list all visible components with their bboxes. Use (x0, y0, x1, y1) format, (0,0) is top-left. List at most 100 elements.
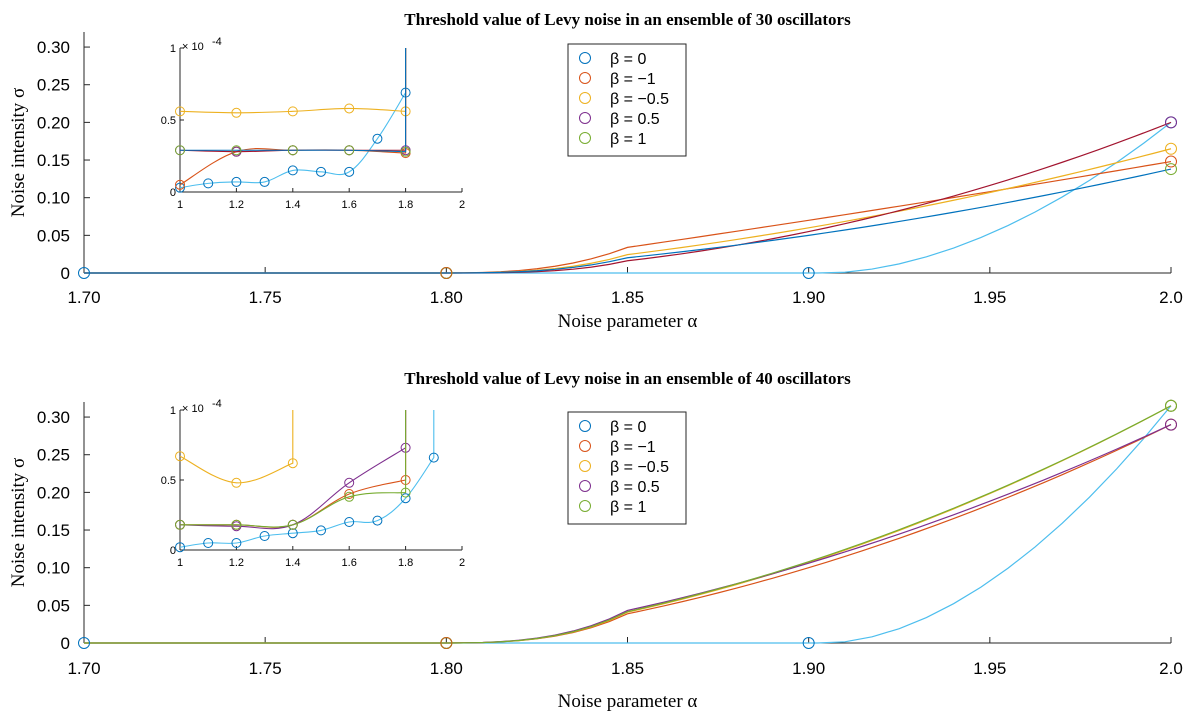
legend-marker (579, 440, 591, 452)
data-point-marker (440, 637, 453, 649)
legend-label: β = 1 (610, 131, 646, 148)
y-tick-label: 0.10 (37, 189, 70, 208)
inset-data-point (287, 145, 298, 156)
legend-marker (579, 132, 591, 144)
inset-data-point (231, 107, 242, 118)
inset-series-line-1 (179, 48, 407, 189)
legend-marker (579, 480, 591, 492)
data-point-marker (1165, 418, 1177, 431)
legend-label: β = −1 (610, 439, 656, 456)
x-axis-label: Noise parameter α (558, 691, 698, 712)
inset-data-point (203, 538, 214, 548)
inset-exponent-power: -4 (212, 36, 222, 48)
legend-label: β = 0.5 (610, 479, 660, 496)
x-tick-label: 1.95 (973, 288, 1006, 307)
data-point-marker (1165, 142, 1177, 155)
inset-exponent-power: -4 (212, 398, 222, 410)
inset-data-point (344, 491, 355, 502)
inset-data-point (344, 489, 355, 499)
inset-data-point (400, 493, 411, 504)
inset-series-line-3 (179, 48, 407, 114)
inset-x-tick-label: 1 (177, 199, 183, 211)
x-tick-label: 1.85 (611, 659, 644, 678)
legend-label: β = 0 (610, 419, 646, 436)
inset-y-tick-label: 1 (170, 405, 176, 417)
x-tick-label: 1.95 (973, 659, 1006, 678)
legend-marker (579, 460, 591, 472)
inset-data-point (175, 106, 185, 117)
inset-x-tick-label: 1.2 (229, 557, 244, 569)
data-point-marker (802, 637, 815, 649)
x-tick-label: 2.0 (1159, 659, 1183, 678)
y-axis-label: Noise intensity σ (8, 458, 29, 588)
legend-label: β = 1 (610, 499, 646, 516)
legend-marker (579, 72, 591, 84)
inset-x-tick-label: 1.4 (285, 199, 300, 211)
series-line-5 (84, 168, 1172, 274)
y-tick-label: 0.20 (37, 113, 70, 132)
inset-exponent-label: × 10 (182, 403, 204, 415)
inset-data-point (231, 519, 242, 530)
inset-series-line-5 (180, 48, 407, 153)
y-axis-label: Noise intensity σ (8, 88, 29, 218)
inset-x-tick-label: 1.6 (342, 557, 357, 569)
inset-data-point (400, 487, 411, 498)
inset-data-point (203, 178, 214, 189)
inset-data-point (259, 176, 270, 187)
inset-data-point (344, 477, 355, 488)
x-tick-label: 1.75 (249, 659, 282, 678)
y-tick-label: 0.25 (37, 76, 70, 95)
inset-data-point (175, 145, 185, 156)
inset-x-tick-label: 1.8 (398, 199, 413, 211)
y-tick-label: 0.30 (37, 408, 70, 427)
inset-data-point (175, 519, 185, 530)
inset-data-point (259, 531, 270, 541)
y-tick-label: 0.15 (37, 521, 70, 540)
inset-series-line-5 (180, 410, 407, 528)
inset-data-point (372, 515, 383, 526)
x-tick-label: 1.90 (792, 288, 825, 307)
legend-marker (579, 92, 591, 104)
legend-label: β = −0.5 (610, 459, 669, 476)
inset-y-tick-label: 0.5 (161, 115, 176, 127)
inset-y-tick-label: 0.5 (161, 475, 176, 487)
data-point-marker (78, 637, 90, 649)
x-axis-label: Noise parameter α (558, 311, 698, 332)
chart-title: Threshold value of Levy noise in an ense… (404, 10, 851, 29)
inset-data-point (287, 165, 298, 176)
inset-series-line-3 (179, 410, 294, 484)
inset-exponent-label: × 10 (182, 41, 204, 53)
x-tick-label: 1.75 (249, 288, 282, 307)
inset-data-point (428, 452, 439, 463)
inset-data-point (231, 477, 242, 488)
chart-panel-1: Threshold value of Levy noise in an ense… (8, 10, 1183, 332)
y-tick-label: 0.05 (37, 226, 70, 245)
series-line-5 (84, 405, 1172, 644)
inset-x-tick-label: 1.4 (285, 557, 300, 569)
inset-data-point (344, 517, 355, 527)
inset-data-point (372, 133, 383, 144)
data-point-marker (1165, 116, 1177, 129)
inset-data-point (287, 528, 298, 539)
inset-data-point (400, 146, 411, 157)
inset-data-point (175, 451, 185, 462)
inset-x-tick-label: 1.8 (398, 557, 413, 569)
inset-data-point (231, 145, 242, 156)
y-tick-label: 0 (61, 634, 70, 653)
chart-title: Threshold value of Levy noise in an ense… (404, 369, 851, 388)
inset-chart: 1 1.2 1.4 1.6 1.8 2 0 0.5 1 × 10 -4 (161, 398, 465, 569)
data-point-marker (78, 267, 90, 279)
y-tick-label: 0.10 (37, 559, 70, 578)
legend-marker (579, 420, 591, 432)
x-tick-label: 2.0 (1159, 288, 1183, 307)
legend-label: β = 0.5 (610, 111, 660, 128)
inset-x-tick-label: 2 (459, 557, 465, 569)
legend-marker (579, 500, 591, 512)
inset-data-point (175, 182, 185, 193)
inset-y-tick-label: 0 (170, 187, 176, 199)
chart-panel-2: Threshold value of Levy noise in an ense… (8, 369, 1183, 712)
inset-data-point (287, 458, 298, 469)
data-point-marker (802, 267, 815, 279)
inset-data-point (175, 179, 185, 190)
legend-label: β = 0 (610, 51, 646, 68)
